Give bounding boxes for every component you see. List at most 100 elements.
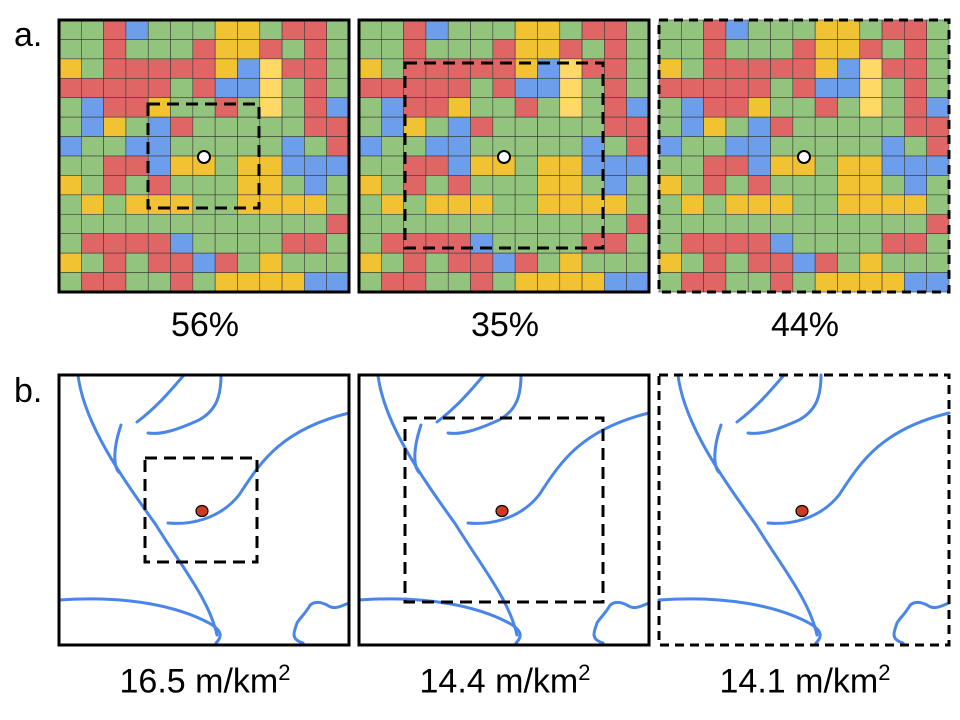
grid-cell [904, 233, 927, 254]
grid-cell [192, 116, 216, 137]
grid-cell [814, 58, 838, 79]
grid-cell [514, 175, 538, 196]
grid-cell [747, 136, 771, 157]
grid-cell [604, 272, 627, 293]
grid-cell [904, 39, 927, 60]
grid-cell [425, 136, 449, 157]
grid-cell [103, 155, 127, 176]
grid-cell [358, 97, 382, 118]
grid-cell [626, 252, 650, 273]
grid-cell [259, 19, 283, 40]
river-segment [57, 597, 222, 645]
grid-cell [859, 136, 883, 157]
grid-cell [626, 155, 650, 176]
grid-cell [859, 233, 883, 254]
grid-cell [192, 233, 216, 254]
grid-cell [237, 272, 261, 293]
grid-caption-2: 35% [470, 306, 540, 344]
grid-cell [237, 136, 261, 157]
grid-cell [837, 58, 861, 79]
grid-cell [881, 213, 905, 235]
grid-cell [381, 58, 404, 79]
grid-cell [425, 77, 449, 99]
dashed-window [146, 102, 261, 210]
grid-cell [581, 252, 605, 273]
grid-cell [281, 19, 305, 40]
grid-cell [904, 175, 927, 196]
grid-cell [425, 175, 449, 196]
grid-cell [403, 136, 427, 157]
grid-cell [58, 39, 82, 60]
grid-cell [237, 194, 261, 215]
grid-cell [192, 97, 216, 118]
grid-cell [304, 116, 327, 137]
grid-caption-3: 44% [770, 306, 840, 344]
dashed-window [403, 416, 605, 604]
grid-cell [725, 233, 749, 254]
river-segment [713, 423, 723, 475]
grid-cell [147, 233, 171, 254]
grid-cell [703, 58, 727, 79]
river-segment [413, 423, 423, 475]
grid-cell [259, 213, 283, 235]
grid-cell [792, 175, 816, 196]
grid-cell [237, 97, 261, 118]
grid-cell [559, 39, 583, 60]
grid-cell [125, 175, 149, 196]
grid-cell [770, 77, 794, 99]
grid-cell [170, 194, 194, 215]
grid-cell [259, 194, 283, 215]
river-panel-1 [57, 373, 351, 647]
grid-cell [103, 77, 127, 99]
grid-cell [237, 213, 261, 235]
grid-cell [837, 194, 861, 215]
grid-cell [581, 213, 605, 235]
grid-cell [559, 272, 583, 293]
grid-cell [170, 155, 194, 176]
grid-cell [604, 116, 627, 137]
grid-cell [626, 77, 650, 99]
grid-cell [403, 233, 427, 254]
grid-cell [425, 155, 449, 176]
grid-cell [281, 77, 305, 99]
grid-cell [859, 116, 883, 137]
grid-cell [725, 175, 749, 196]
landuse-grid-panels [57, 18, 951, 294]
grid-cell [147, 175, 171, 196]
grid-cell [192, 252, 216, 273]
grid-cell [814, 116, 838, 137]
grid-cell [259, 175, 283, 196]
grid-cell [125, 19, 149, 40]
grid-cell [837, 272, 861, 293]
grid-cell [559, 175, 583, 196]
grid-cell [125, 194, 149, 215]
grid-cell [58, 272, 82, 293]
grid-cell [103, 272, 127, 293]
river-network-panels [57, 373, 951, 647]
grid-cell [170, 58, 194, 79]
grid-cell [492, 39, 516, 60]
grid-cell [281, 194, 305, 215]
grid-cell [214, 19, 238, 40]
grid-cell [658, 136, 682, 157]
grid-cell [559, 194, 583, 215]
grid-cell [304, 175, 327, 196]
grid-cell [904, 77, 927, 99]
grid-cell [770, 136, 794, 157]
grid-cell [604, 155, 627, 176]
grid-cell [147, 19, 171, 40]
grid-cell [125, 58, 149, 79]
grid-cell [103, 213, 127, 235]
grid-cell [81, 136, 104, 157]
grid-cell [125, 233, 149, 254]
grid-cell [581, 136, 605, 157]
grid-cell [170, 272, 194, 293]
grid-cell [304, 213, 327, 235]
grid-cell [214, 194, 238, 215]
grid-cell [447, 252, 471, 273]
grid-cell [814, 272, 838, 293]
grid-cell [881, 233, 905, 254]
grid-cell [814, 213, 838, 235]
grid-cell [604, 233, 627, 254]
grid-cell [147, 194, 171, 215]
